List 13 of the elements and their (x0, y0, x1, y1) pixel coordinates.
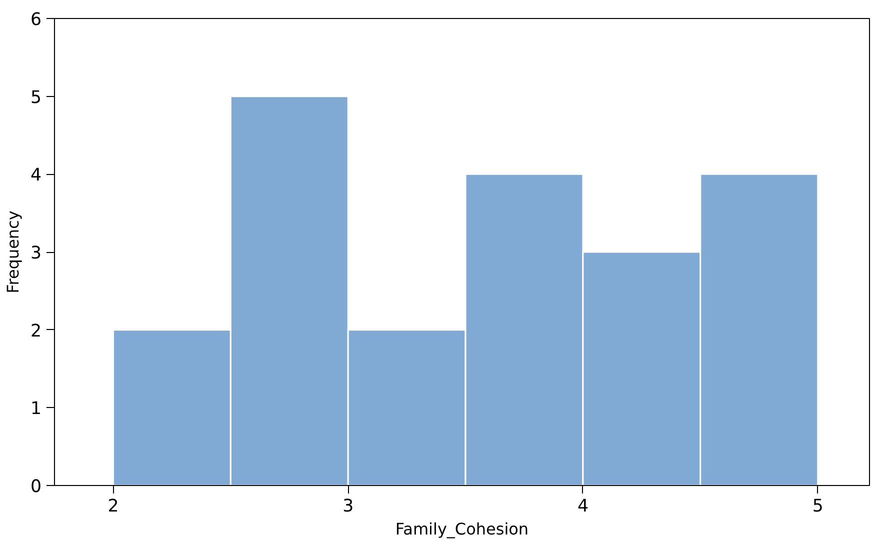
y-tick-label: 2 (30, 321, 42, 342)
x-tick-label: 3 (342, 496, 354, 516)
y-axis-title: Frequency (3, 210, 22, 294)
x-tick-label: 4 (577, 496, 588, 516)
y-tick-label: 5 (30, 88, 42, 108)
y-tick-label: 1 (30, 399, 42, 420)
x-axis-title: Family_Cohesion (395, 520, 529, 538)
y-tick-label: 6 (30, 10, 42, 30)
x-tick-label: 2 (108, 496, 119, 516)
x-tick-label: 5 (812, 496, 824, 516)
y-tick-label: 0 (30, 477, 42, 497)
y-tick-label: 4 (30, 166, 42, 186)
y-tick-label: 3 (30, 244, 42, 264)
